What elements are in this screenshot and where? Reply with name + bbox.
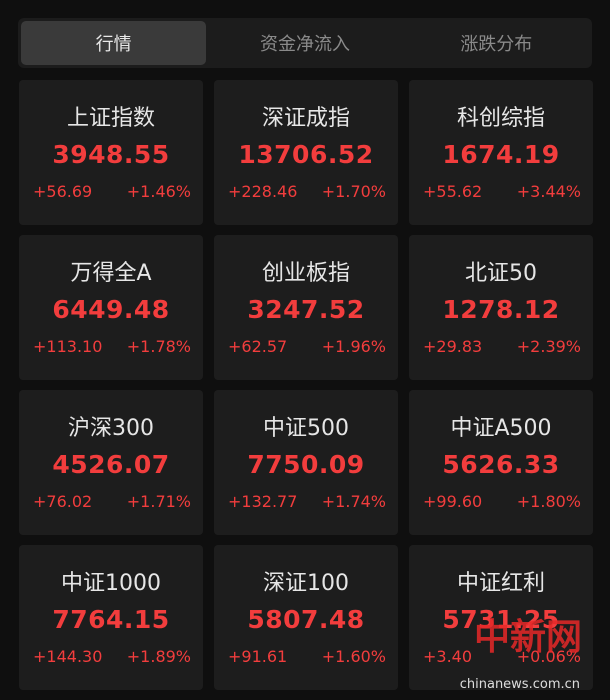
index-change: +62.57 xyxy=(228,337,288,356)
index-price: 13706.52 xyxy=(238,140,374,169)
index-card[interactable]: 北证50 1278.12 +29.83 +2.39% xyxy=(409,235,593,380)
index-change: +132.77 xyxy=(228,492,298,511)
index-price: 4526.07 xyxy=(52,450,170,479)
index-card[interactable]: 中证1000 7764.15 +144.30 +1.89% xyxy=(19,545,203,690)
index-change: +113.10 xyxy=(33,337,103,356)
index-price: 5626.33 xyxy=(442,450,560,479)
index-price: 7750.09 xyxy=(247,450,365,479)
index-change: +55.62 xyxy=(423,182,483,201)
index-change-percent: +3.44% xyxy=(516,182,581,201)
index-price: 7764.15 xyxy=(52,605,170,634)
index-card[interactable]: 中证500 7750.09 +132.77 +1.74% xyxy=(214,390,398,535)
watermark-logo: 中新网 xyxy=(473,616,582,658)
index-card[interactable]: 中证红利 5731.25 +3.40 +0.06% xyxy=(409,545,593,690)
index-name: 深证成指 xyxy=(261,106,350,131)
index-name: 深证100 xyxy=(263,571,349,596)
index-price: 1278.12 xyxy=(442,295,560,324)
index-name: 中证A500 xyxy=(450,416,552,441)
index-change-percent: +1.74% xyxy=(321,492,386,511)
index-name: 科创综指 xyxy=(456,106,545,131)
index-change: +144.30 xyxy=(33,647,103,666)
index-price: 3247.52 xyxy=(247,295,365,324)
index-price: 5807.48 xyxy=(247,605,365,634)
index-name: 北证50 xyxy=(465,261,537,286)
index-change-percent: +1.71% xyxy=(126,492,191,511)
index-name: 创业板指 xyxy=(261,261,350,286)
index-change-percent: +2.39% xyxy=(516,337,581,356)
index-change-percent: +1.96% xyxy=(321,337,386,356)
index-name: 万得全A xyxy=(70,261,152,286)
index-name: 中证500 xyxy=(263,416,349,441)
index-change: +56.69 xyxy=(33,182,93,201)
index-price: 1674.19 xyxy=(442,140,560,169)
index-change-percent: +1.70% xyxy=(321,182,386,201)
index-change: +29.83 xyxy=(423,337,483,356)
index-change-percent: +1.60% xyxy=(321,647,386,666)
index-name: 沪深300 xyxy=(68,416,154,441)
index-card[interactable]: 深证成指 13706.52 +228.46 +1.70% xyxy=(214,80,398,225)
index-card[interactable]: 沪深300 4526.07 +76.02 +1.71% xyxy=(19,390,203,535)
index-change: +91.61 xyxy=(228,647,288,666)
index-change: +99.60 xyxy=(423,492,483,511)
tab[interactable]: 资金净流入 xyxy=(259,34,350,55)
index-change-percent: +1.80% xyxy=(516,492,581,511)
index-card[interactable]: 万得全A 6449.48 +113.10 +1.78% xyxy=(19,235,203,380)
index-price: 5731.25 xyxy=(442,605,560,634)
tab[interactable]: 行情 xyxy=(21,21,207,65)
index-change-percent: +1.78% xyxy=(126,337,191,356)
index-card[interactable]: 中证A500 5626.33 +99.60 +1.80% xyxy=(409,390,593,535)
index-change-percent: +1.89% xyxy=(126,647,191,666)
index-grid: 上证指数 3948.55 +56.69 +1.46% 深证成指 13706.52 +228.… xyxy=(19,80,593,690)
index-card[interactable]: 创业板指 3247.52 +62.57 +1.96% xyxy=(214,235,398,380)
index-change: +3.40 xyxy=(423,647,473,666)
index-change-percent: +1.46% xyxy=(126,182,191,201)
watermark-site: chinanews.com.cn xyxy=(459,677,580,692)
index-card[interactable]: 科创综指 1674.19 +55.62 +3.44% xyxy=(409,80,593,225)
index-price: 6449.48 xyxy=(52,295,170,324)
index-name: 中证红利 xyxy=(456,571,545,596)
index-change: +76.02 xyxy=(33,492,93,511)
index-price: 3948.55 xyxy=(52,140,170,169)
index-card[interactable]: 深证100 5807.48 +91.61 +1.60% xyxy=(214,545,398,690)
index-name: 上证指数 xyxy=(66,106,155,131)
index-name: 中证1000 xyxy=(61,571,161,596)
index-change-percent: +0.06% xyxy=(516,647,581,666)
tab[interactable]: 涨跌分布 xyxy=(460,34,533,55)
tab-bar: 行情 资金净流入 涨跌分布 xyxy=(18,18,592,68)
index-change: +228.46 xyxy=(228,182,298,201)
index-card[interactable]: 上证指数 3948.55 +56.69 +1.46% xyxy=(19,80,203,225)
